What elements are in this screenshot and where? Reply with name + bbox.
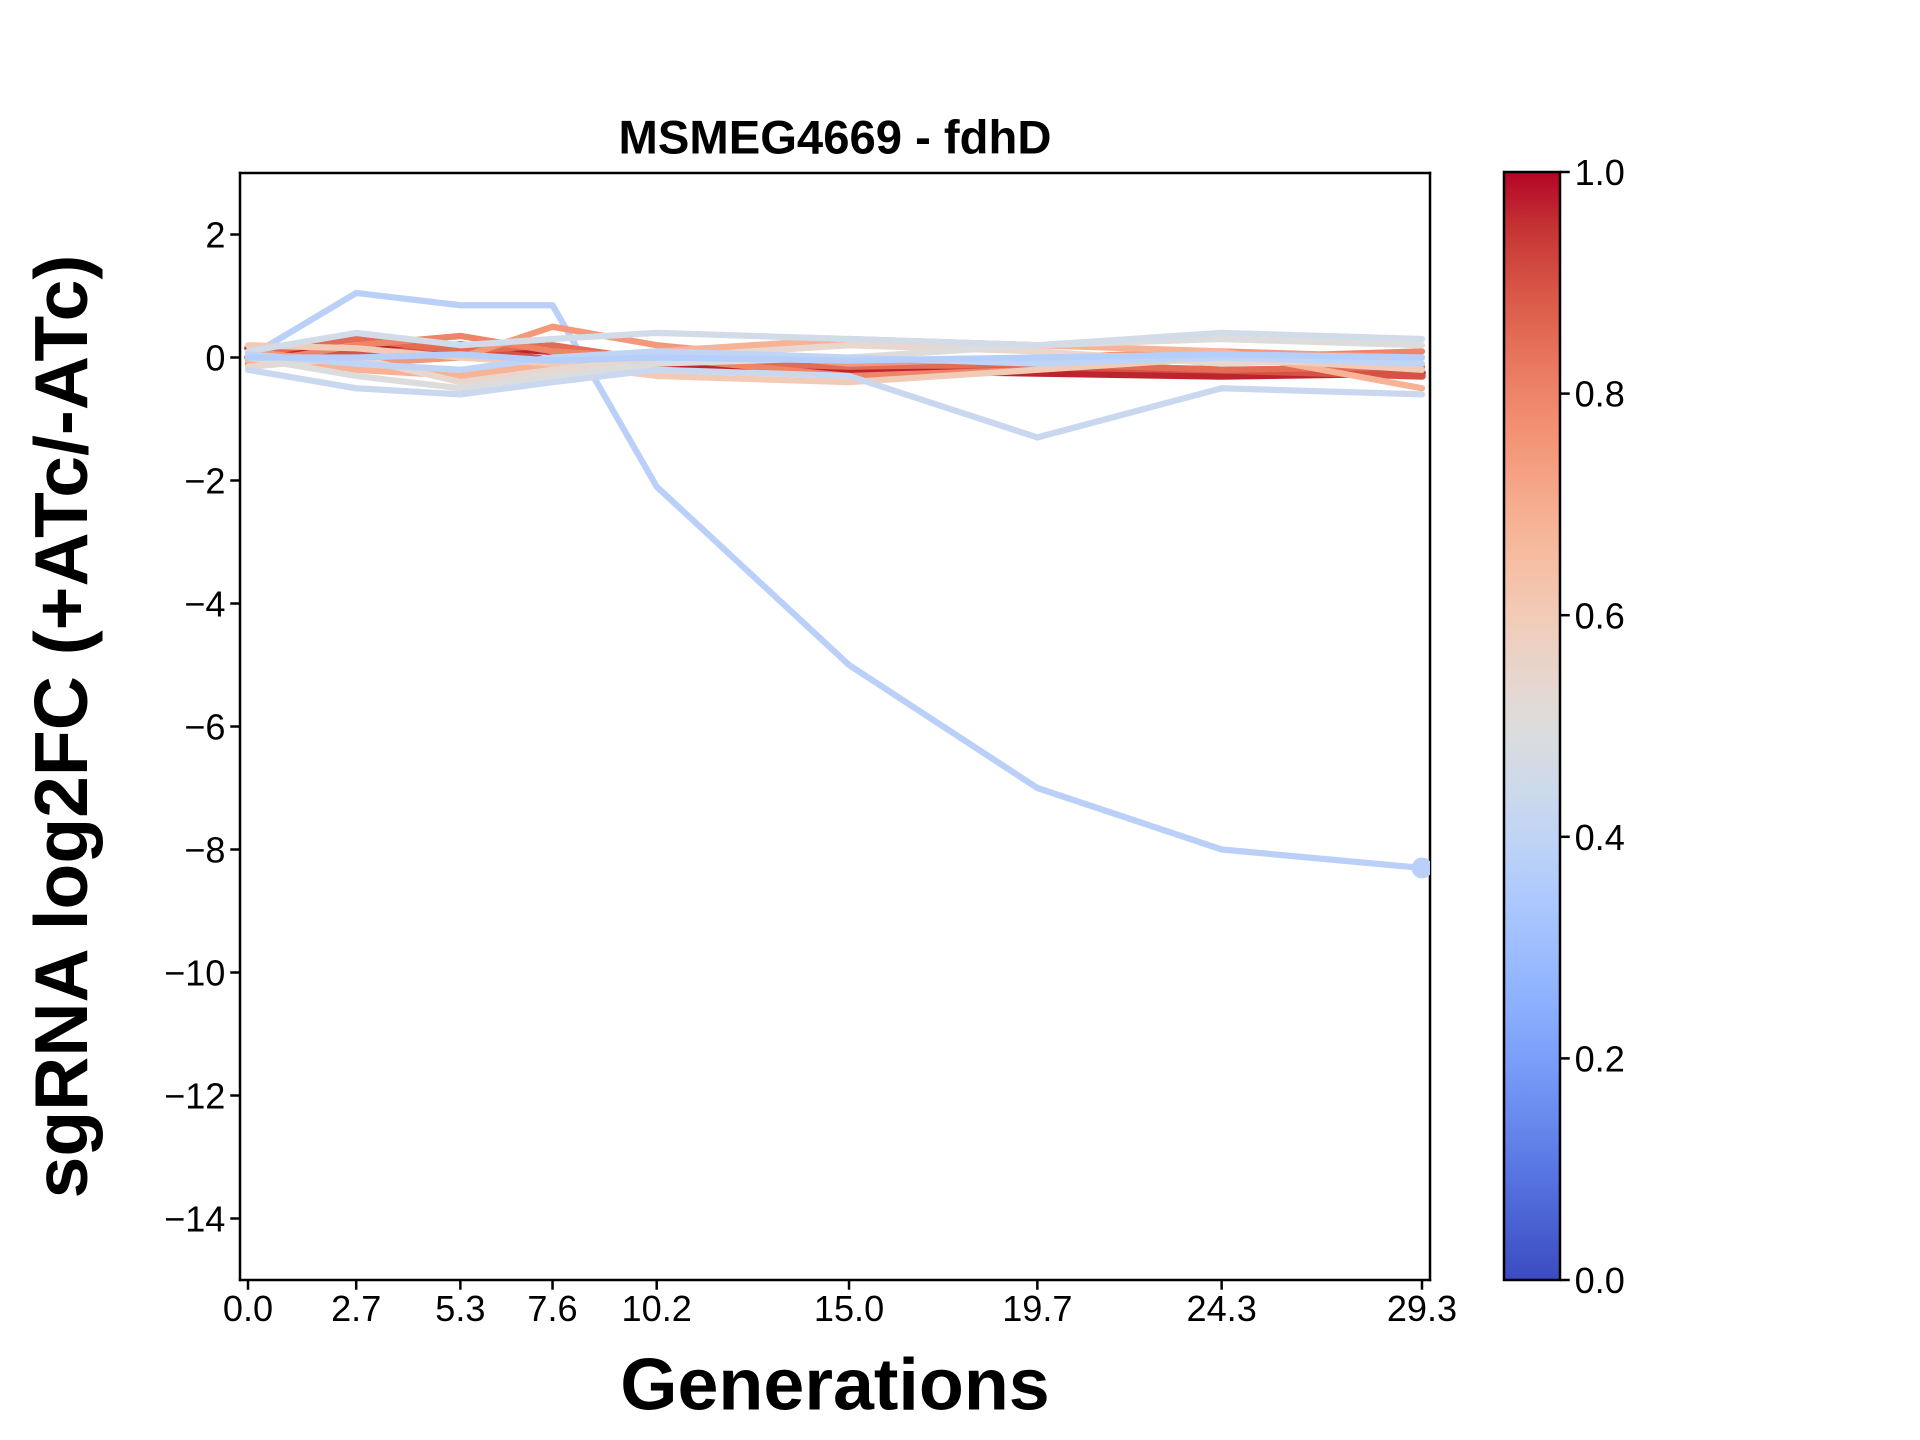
svg-text:−8: −8 [184, 830, 225, 871]
svg-text:2.7: 2.7 [331, 1288, 381, 1329]
svg-text:0.6: 0.6 [1575, 595, 1625, 636]
svg-text:24.3: 24.3 [1187, 1288, 1257, 1329]
svg-text:Generations: Generations [620, 1342, 1050, 1425]
svg-text:0.8: 0.8 [1575, 374, 1625, 415]
svg-text:5.3: 5.3 [435, 1288, 485, 1329]
svg-text:−12: −12 [164, 1076, 225, 1117]
svg-text:29.3: 29.3 [1387, 1288, 1457, 1329]
svg-text:−6: −6 [184, 707, 225, 748]
svg-text:19.7: 19.7 [1002, 1288, 1072, 1329]
svg-text:MSMEG4669 - fdhD: MSMEG4669 - fdhD [619, 112, 1052, 165]
svg-text:sgRNA log2FC (+ATc/-ATc): sgRNA log2FC (+ATc/-ATc) [19, 255, 103, 1199]
svg-text:15.0: 15.0 [814, 1288, 884, 1329]
svg-text:−4: −4 [184, 584, 225, 625]
svg-text:10.2: 10.2 [622, 1288, 692, 1329]
svg-text:1.0: 1.0 [1575, 152, 1625, 193]
svg-text:0: 0 [205, 338, 225, 379]
svg-text:−14: −14 [164, 1199, 225, 1240]
svg-text:0.0: 0.0 [223, 1288, 273, 1329]
svg-text:7.6: 7.6 [527, 1288, 577, 1329]
svg-text:2: 2 [205, 215, 225, 256]
svg-text:0.2: 0.2 [1575, 1038, 1625, 1079]
svg-text:0.0: 0.0 [1575, 1260, 1625, 1301]
svg-text:0.4: 0.4 [1575, 817, 1625, 858]
svg-text:−10: −10 [164, 953, 225, 994]
svg-text:−2: −2 [184, 461, 225, 502]
